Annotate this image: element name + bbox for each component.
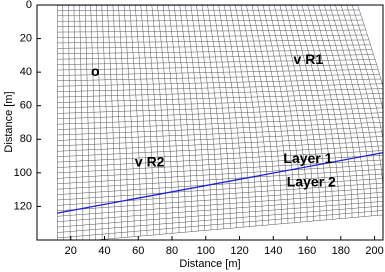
y-tick-label: 100: [14, 167, 32, 179]
x-tick-label: 60: [132, 245, 144, 257]
y-tick-label: 60: [20, 100, 32, 112]
x-tick-label: 120: [230, 245, 248, 257]
x-tick-label: 20: [65, 245, 77, 257]
x-tick-label: 80: [166, 245, 178, 257]
annotation: v R1: [294, 51, 324, 67]
marks: [57, 5, 383, 214]
x-tick-label: 160: [298, 245, 316, 257]
y-tick-label: 0: [26, 0, 32, 11]
layer-line: [57, 152, 383, 214]
y-tick-label: 120: [14, 200, 32, 212]
annotation: Layer 1: [283, 150, 332, 166]
y-tick-label: 40: [20, 66, 32, 78]
x-tick-label: 140: [264, 245, 282, 257]
plot-area: [37, 5, 383, 240]
x-tick-label: 100: [197, 245, 215, 257]
annotation: Layer 2: [287, 174, 336, 190]
y-axis-label: Distance [m]: [3, 91, 15, 152]
annotation: v R2: [135, 153, 165, 169]
y-tick-label: 80: [20, 133, 32, 145]
x-tick-label: 40: [98, 245, 110, 257]
axes-frame: [36, 4, 384, 241]
annotation: o: [91, 63, 100, 79]
mesh: [57, 5, 383, 240]
y-tick-label: 20: [20, 32, 32, 44]
x-axis-label: Distance [m]: [179, 258, 240, 270]
x-tick-label: 180: [332, 245, 350, 257]
mesh-lines: [57, 5, 383, 240]
x-tick-label: 200: [365, 245, 383, 257]
